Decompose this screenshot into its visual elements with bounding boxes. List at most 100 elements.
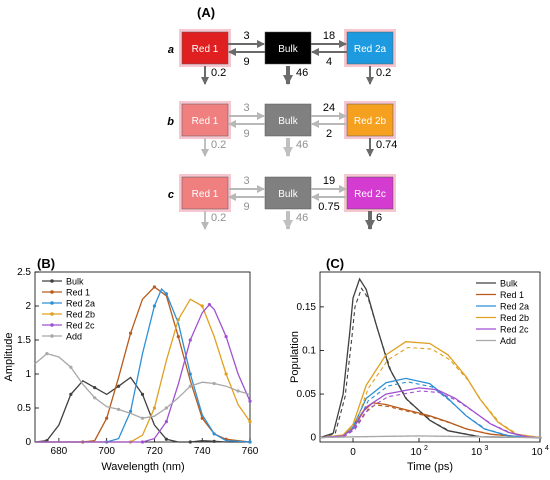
data-point bbox=[224, 335, 228, 339]
data-point bbox=[164, 437, 168, 441]
data-point bbox=[188, 384, 192, 388]
y-tick-label: 2.5 bbox=[17, 267, 31, 278]
chart-b-frame bbox=[34, 271, 251, 443]
data-point bbox=[128, 331, 133, 335]
decay-label: 0.2 bbox=[211, 212, 226, 224]
state-box-red-1 bbox=[181, 176, 229, 210]
legend-marker bbox=[50, 279, 54, 283]
data-point bbox=[164, 292, 168, 296]
legend-label: Red 2b bbox=[66, 310, 95, 320]
legend-label: Bulk bbox=[500, 279, 518, 289]
legend-marker bbox=[50, 312, 54, 316]
data-point bbox=[207, 303, 211, 307]
rate-label: 9 bbox=[243, 201, 249, 213]
x-tick-label: 720 bbox=[146, 446, 163, 457]
rate-label: 0.75 bbox=[318, 201, 339, 213]
legend-label: Red 1 bbox=[500, 290, 524, 300]
legend-label: Red 2c bbox=[500, 325, 529, 335]
y-tick-label: 0.1 bbox=[302, 345, 316, 356]
panel-c-label: (C) bbox=[326, 256, 344, 271]
legend-label: Red 2a bbox=[66, 299, 95, 309]
data-point bbox=[188, 440, 192, 444]
state-box-bulk bbox=[264, 103, 312, 137]
legend-label: Bulk bbox=[66, 277, 84, 287]
data-point bbox=[212, 432, 216, 436]
rate-label: 18 bbox=[323, 30, 335, 42]
series-line-red-2a bbox=[35, 287, 251, 443]
data-point bbox=[140, 392, 145, 396]
chart-b-xlabel: Wavelength (nm) bbox=[101, 461, 184, 473]
data-point bbox=[248, 440, 252, 444]
data-point bbox=[93, 386, 97, 390]
legend-label: Red 1 bbox=[66, 288, 90, 298]
series-line-bulk bbox=[34, 376, 250, 443]
data-point bbox=[200, 416, 204, 420]
state-label: Red 2a bbox=[354, 44, 387, 55]
row-tag: c bbox=[168, 189, 174, 201]
data-point bbox=[176, 318, 180, 322]
state-label: Bulk bbox=[278, 44, 298, 55]
data-point bbox=[105, 416, 109, 420]
panel-b-label: (B) bbox=[37, 256, 55, 271]
rate-label: 2 bbox=[326, 128, 332, 140]
state-label: Red 1 bbox=[192, 44, 219, 55]
series-line-red-2c bbox=[35, 303, 251, 443]
data-point bbox=[212, 439, 216, 443]
state-box-red-2c bbox=[346, 176, 394, 210]
scheme-row-b: b Red 1 Bulk Red 2b 3 9 24 2 0.2 46 0.74 bbox=[167, 101, 397, 157]
decay-label: 46 bbox=[296, 67, 308, 79]
x-tick-label: 0 bbox=[350, 447, 356, 458]
rate-label: 4 bbox=[326, 56, 332, 68]
decay-label: 6 bbox=[376, 212, 382, 224]
state-label: Red 2b bbox=[354, 116, 387, 127]
y-tick-label: 1.5 bbox=[17, 335, 31, 346]
fit-line-red-2c bbox=[321, 390, 543, 439]
data-point bbox=[93, 396, 97, 400]
data-point bbox=[248, 399, 252, 403]
legend-label: Add bbox=[66, 332, 82, 342]
x-tick-exponent: 4 bbox=[545, 445, 549, 452]
x-tick-label: 700 bbox=[98, 446, 115, 457]
x-tick-label: 680 bbox=[51, 446, 68, 457]
panel-a-label: (A) bbox=[197, 5, 215, 20]
x-tick-label: 10 bbox=[531, 447, 543, 458]
y-tick-label: 2 bbox=[25, 301, 31, 312]
x-tick-label: 760 bbox=[242, 446, 259, 457]
chart-c-frame bbox=[319, 271, 541, 443]
legend-marker bbox=[50, 301, 54, 305]
rate-label: 3 bbox=[243, 175, 249, 187]
decay-label: 0.2 bbox=[211, 67, 226, 79]
legend-label: Red 2a bbox=[500, 302, 529, 312]
state-label: Red 1 bbox=[192, 189, 219, 200]
chart-c-ylabel: Population bbox=[289, 331, 301, 383]
data-point bbox=[140, 440, 145, 444]
row-tag: a bbox=[168, 44, 174, 56]
x-tick-label: 10 bbox=[410, 447, 422, 458]
y-tick-label: 1 bbox=[25, 369, 31, 380]
row-tag: b bbox=[167, 116, 174, 128]
state-box-red-1 bbox=[181, 31, 229, 65]
state-label: Red 2c bbox=[354, 189, 386, 200]
data-point bbox=[224, 372, 228, 376]
decay-label: 0.74 bbox=[376, 139, 397, 151]
data-point bbox=[152, 304, 157, 308]
rate-label: 19 bbox=[323, 175, 335, 187]
legend-label: Add bbox=[500, 336, 516, 346]
y-tick-label: 0 bbox=[310, 433, 316, 444]
state-box-red-1 bbox=[181, 103, 229, 137]
series-line-red-2b bbox=[35, 298, 251, 443]
data-point bbox=[188, 338, 192, 342]
state-box-red-2a bbox=[346, 31, 394, 65]
rate-label: 9 bbox=[243, 128, 249, 140]
data-point bbox=[117, 384, 121, 388]
y-tick-label: 0 bbox=[25, 437, 31, 448]
x-tick-label: 740 bbox=[194, 446, 211, 457]
data-point bbox=[45, 352, 49, 356]
chart-c-xlabel: Time (ps) bbox=[407, 461, 453, 473]
x-tick-exponent: 2 bbox=[424, 445, 428, 452]
scheme-row-c: c Red 1 Bulk Red 2c 3 9 19 0.75 0.2 46 6 bbox=[168, 174, 396, 230]
fit-line-bulk bbox=[321, 287, 543, 439]
